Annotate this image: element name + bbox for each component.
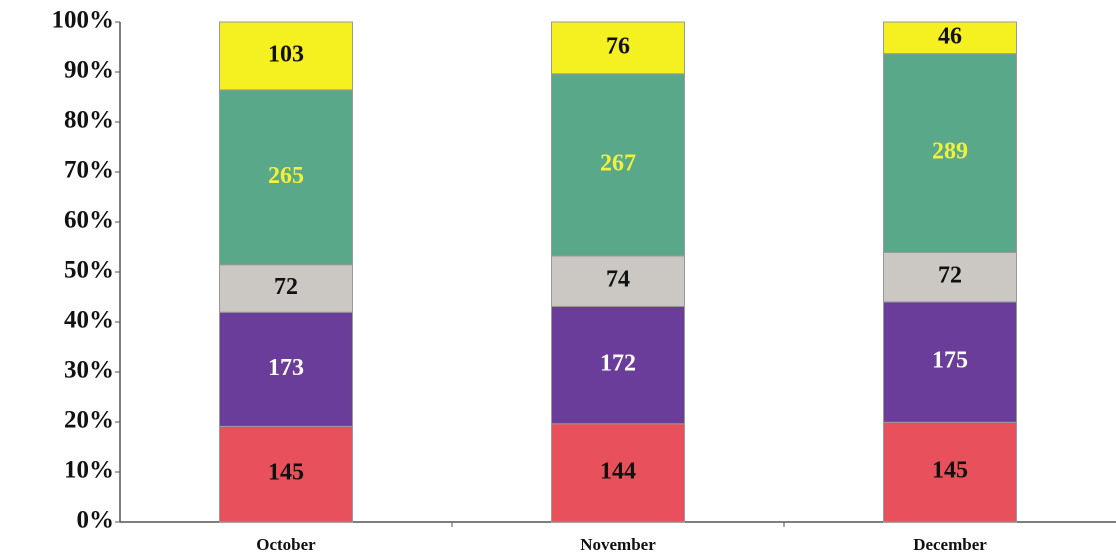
data-label: 267 bbox=[600, 150, 636, 176]
y-tick-label: 20% bbox=[64, 407, 114, 434]
x-tick-label: October bbox=[256, 535, 316, 554]
x-tick-label: December bbox=[913, 535, 987, 554]
bar-segment bbox=[883, 21, 1017, 55]
data-label: 172 bbox=[600, 351, 636, 377]
bar-segment bbox=[219, 425, 353, 523]
bar-segment bbox=[883, 301, 1017, 423]
y-tick-label: 80% bbox=[64, 107, 114, 134]
bar-segment bbox=[551, 423, 685, 523]
data-label: 72 bbox=[274, 274, 298, 300]
bar-segment bbox=[219, 311, 353, 427]
y-tick-label: 60% bbox=[64, 207, 114, 234]
data-label: 76 bbox=[606, 33, 630, 59]
data-label: 145 bbox=[932, 458, 968, 484]
bar-segment bbox=[551, 255, 685, 307]
data-label: 46 bbox=[938, 23, 962, 49]
bar-segment bbox=[219, 264, 353, 313]
y-tick-label: 50% bbox=[64, 257, 114, 284]
bar-segment bbox=[883, 53, 1017, 253]
y-tick-label: 30% bbox=[64, 357, 114, 384]
data-label: 145 bbox=[268, 460, 304, 486]
data-label: 144 bbox=[600, 458, 636, 484]
data-label: 289 bbox=[932, 139, 968, 165]
data-label: 265 bbox=[268, 163, 304, 189]
y-tick-label: 90% bbox=[64, 57, 114, 84]
bar-segment bbox=[883, 421, 1017, 523]
bar-segment bbox=[219, 89, 353, 266]
y-tick-label: 40% bbox=[64, 307, 114, 334]
y-tick-label: 70% bbox=[64, 157, 114, 184]
y-tick-label: 10% bbox=[64, 457, 114, 484]
bar-segment bbox=[219, 21, 353, 91]
data-label: 175 bbox=[932, 348, 968, 374]
data-label: 72 bbox=[938, 263, 962, 289]
bar-segment bbox=[551, 73, 685, 257]
y-tick-label: 100% bbox=[52, 7, 115, 34]
x-tick-label: November bbox=[580, 535, 656, 554]
data-label: 74 bbox=[606, 267, 630, 293]
bar-segment bbox=[883, 251, 1017, 303]
data-label: 173 bbox=[268, 355, 304, 381]
data-label: 103 bbox=[268, 41, 304, 67]
bar-segment bbox=[551, 21, 685, 75]
y-tick-label: 0% bbox=[77, 507, 115, 534]
